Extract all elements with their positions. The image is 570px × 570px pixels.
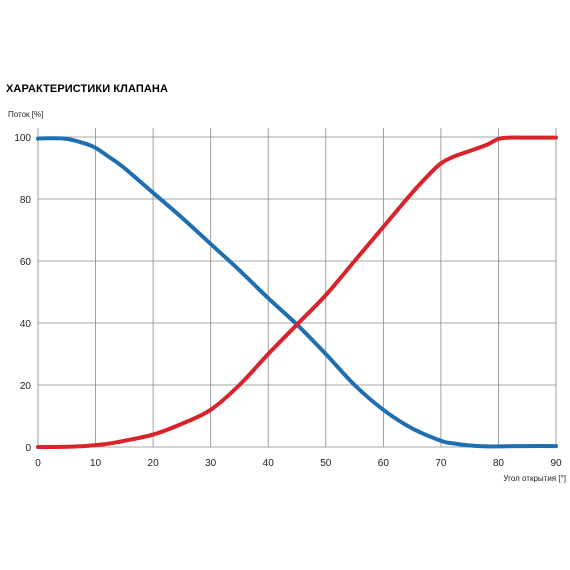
y-tick-label: 40 [20,319,32,330]
y-tick-label: 60 [20,257,32,268]
y-tick-label: 20 [20,381,32,392]
x-tick-label: 40 [263,458,275,469]
grid [37,128,557,448]
x-tick-label: 60 [378,458,390,469]
series-line-2 [36,135,558,450]
y-tick-label: 80 [20,195,32,206]
x-axis-label: Угол открытия [°] [503,474,566,483]
y-tick-label: 100 [14,133,31,144]
y-axis-label: Поток [%] [8,110,43,119]
y-tick-label: 0 [25,443,31,454]
x-tick-label: 50 [320,458,332,469]
x-tick-label: 80 [493,458,505,469]
x-tick-label: 70 [435,458,447,469]
series [36,135,558,450]
x-tick-label: 10 [90,458,102,469]
x-tick-label: 0 [35,458,41,469]
series-line-1 [36,136,558,449]
x-tick-label: 20 [148,458,160,469]
x-tick-label: 30 [205,458,217,469]
chart-title: ХАРАКТЕРИСТИКИ КЛАПАНА [6,83,169,95]
x-tick-label: 90 [550,458,562,469]
tick-labels: 0 10 20 30 40 50 60 70 80 90 0 20 40 60 80 100 [14,133,562,469]
